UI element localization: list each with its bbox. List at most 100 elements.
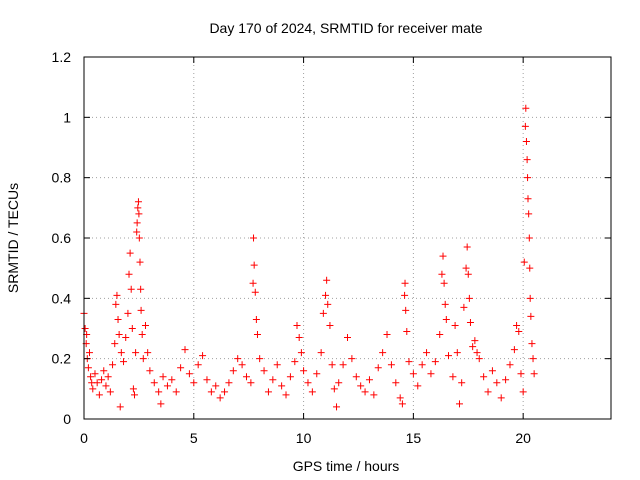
data-point (401, 291, 409, 299)
data-point (524, 174, 532, 182)
data-point (398, 400, 406, 408)
data-point (141, 321, 149, 329)
data-point (181, 346, 189, 354)
data-point (522, 137, 530, 145)
data-point (203, 376, 211, 384)
data-point (212, 382, 220, 390)
data-point (221, 388, 229, 396)
chart-title: Day 170 of 2024, SRMTID for receiver mat… (209, 20, 482, 36)
data-point (286, 373, 294, 381)
data-point (194, 361, 202, 369)
data-point (256, 355, 264, 363)
data-point (132, 349, 140, 357)
data-point (264, 388, 272, 396)
data-point (453, 349, 461, 357)
data-point (207, 388, 215, 396)
x-tick-label: 5 (190, 430, 198, 446)
data-point (317, 349, 325, 357)
data-point (291, 358, 299, 366)
data-point (526, 264, 534, 272)
data-point (523, 156, 531, 164)
data-point (199, 352, 207, 360)
data-point (104, 373, 112, 381)
data-point (521, 122, 529, 130)
data-point (238, 361, 246, 369)
data-point (120, 358, 128, 366)
data-point (517, 370, 525, 378)
data-point (112, 300, 120, 308)
data-points (80, 104, 538, 411)
data-point (159, 373, 167, 381)
data-point (522, 104, 530, 112)
data-point (308, 388, 316, 396)
data-point (134, 198, 142, 206)
data-point (402, 306, 410, 314)
x-axis-label: GPS time / hours (293, 458, 400, 474)
data-point (333, 403, 341, 411)
data-point (133, 228, 141, 236)
data-point (114, 315, 122, 323)
data-point (361, 388, 369, 396)
data-point (439, 252, 447, 260)
data-point (352, 373, 360, 381)
data-point (139, 355, 147, 363)
data-point (405, 358, 413, 366)
data-point (84, 364, 92, 372)
data-point (269, 376, 277, 384)
data-point (455, 400, 463, 408)
data-point (322, 291, 330, 299)
data-point (128, 325, 136, 332)
data-point (163, 382, 171, 390)
data-point (418, 361, 426, 369)
data-point (529, 355, 537, 363)
data-point (102, 382, 110, 390)
data-point (510, 346, 518, 354)
data-point (339, 361, 347, 369)
data-point (423, 349, 431, 357)
data-point (319, 309, 327, 317)
data-point (525, 210, 533, 218)
data-point (414, 382, 422, 390)
data-point (387, 361, 395, 369)
data-point (502, 376, 510, 384)
data-point (313, 370, 321, 378)
y-tick-label: 1 (63, 109, 71, 125)
grid (84, 57, 611, 419)
data-point (253, 331, 261, 339)
y-tick-label: 0 (63, 411, 71, 427)
data-point (250, 234, 258, 242)
data-point (126, 249, 134, 257)
data-point (438, 270, 446, 278)
y-tick-label: 0.4 (52, 290, 72, 306)
data-point (471, 337, 479, 345)
data-point (85, 349, 93, 357)
data-point (440, 279, 448, 287)
data-point (460, 303, 468, 311)
data-point (106, 388, 114, 396)
data-point (488, 367, 496, 375)
data-point (449, 373, 457, 381)
data-point (111, 340, 119, 348)
data-point (466, 318, 474, 326)
x-tick-label: 15 (406, 430, 422, 446)
data-point (328, 361, 336, 369)
data-point (493, 379, 501, 387)
data-point (526, 294, 534, 302)
y-tick-label: 0.6 (52, 230, 72, 246)
data-point (116, 403, 124, 411)
data-point (137, 285, 145, 293)
data-point (225, 379, 233, 387)
data-point (300, 367, 308, 375)
data-point (135, 210, 143, 218)
data-point (135, 234, 143, 242)
data-point (133, 219, 141, 227)
data-point (122, 334, 130, 342)
data-point (144, 349, 152, 357)
data-point (282, 391, 290, 399)
data-point (383, 331, 391, 339)
data-point (129, 385, 137, 393)
data-point (484, 388, 492, 396)
data-point (401, 279, 409, 287)
data-point (172, 388, 180, 396)
